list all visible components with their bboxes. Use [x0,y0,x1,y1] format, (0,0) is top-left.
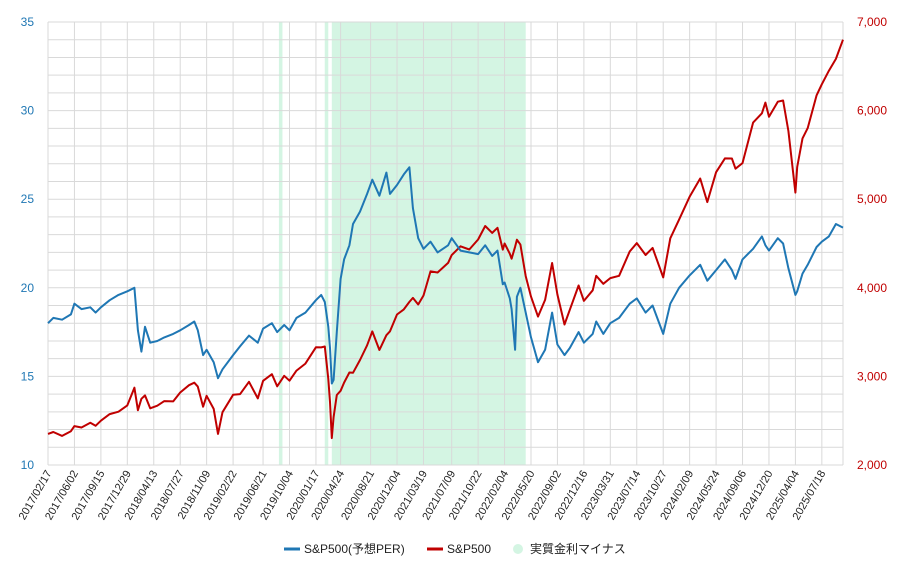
x-axis-ticks: 2017/02/172017/06/022017/09/152017/12/29… [17,468,829,522]
left-axis-tick-label: 10 [21,458,35,472]
legend-label-negative-real-rate: 実質金利マイナス [530,541,626,556]
left-axis-tick-label: 15 [21,369,35,383]
left-axis-tick-label: 35 [21,15,35,29]
right-axis-ticks: 2,000 3,000 4,000 5,000 6,000 7,000 [857,15,887,472]
legend-swatch-negative-real-rate [513,544,523,554]
right-axis-tick-label: 2,000 [857,458,887,472]
series-line-sp500 [47,39,844,440]
left-axis-tick-label: 30 [21,104,35,118]
right-axis-tick-label: 6,000 [857,104,887,118]
right-axis-tick-label: 4,000 [857,281,887,295]
legend-label-per: S&P500(予想PER) [304,541,405,556]
chart-grid [47,21,844,466]
right-axis-tick-label: 3,000 [857,369,887,383]
series-layer [47,39,844,440]
left-axis-tick-label: 25 [21,192,35,206]
series-line-per [47,166,844,385]
chart-legend: S&P500(予想PER) S&P500 実質金利マイナス [284,541,626,556]
negative-real-rate-band-1 [324,22,329,465]
legend-label-sp500: S&P500 [447,542,491,556]
negative-real-rate-band-0 [278,22,283,465]
left-axis-tick-label: 20 [21,281,35,295]
right-axis-tick-label: 7,000 [857,15,887,29]
right-axis-tick-label: 5,000 [857,192,887,206]
left-axis-ticks: 10 15 20 25 30 35 [21,15,35,472]
